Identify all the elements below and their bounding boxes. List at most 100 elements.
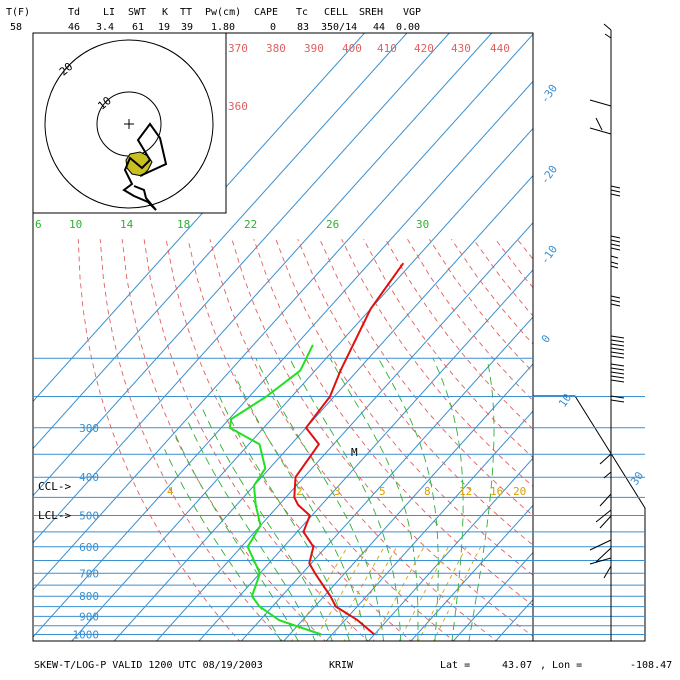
hdr-label-cell: CELL — [324, 7, 348, 18]
dry-adiabat-line — [77, 239, 241, 641]
hdr-label-pw: Pw(cm) — [205, 7, 241, 18]
theta-label: 390 — [304, 42, 324, 55]
hdr-value-cape: 0 — [270, 22, 276, 33]
hdr-value-sreh: 44 — [373, 22, 385, 33]
footer-title: SKEW-T/LOG-P VALID 1200 UTC 08/19/2003 — [34, 660, 263, 671]
wind-barbs — [589, 23, 625, 641]
mixing-ratio-label: 20 — [513, 485, 526, 498]
theta-e-label: 10 — [69, 218, 82, 231]
moist-adiabat-line — [289, 357, 402, 641]
data-traces — [228, 262, 405, 636]
hdr-value-cell: 350/14 — [321, 22, 357, 33]
theta-label: 420 — [414, 42, 434, 55]
hdr-value-tc: 83 — [297, 22, 309, 33]
mixing-ratio-line — [417, 546, 467, 641]
temperature-trace — [293, 262, 405, 636]
hodograph-shaded-area — [125, 151, 153, 177]
isotherm-line — [410, 504, 533, 641]
isotherm-line — [452, 551, 533, 641]
mixing-ratio-label: 16 — [490, 485, 503, 498]
moist-adiabat-line — [234, 374, 367, 641]
dry-adiabat-line — [297, 239, 533, 546]
dry-adiabat-line — [319, 239, 533, 517]
lcl-marker: LCL-> — [38, 509, 71, 522]
isotherm-line — [367, 457, 533, 641]
pressure-label: 700 — [79, 567, 99, 580]
pressure-label: 1000 — [73, 629, 100, 642]
dry-adiabat-line — [539, 239, 680, 643]
theta-e-label: 14 — [120, 218, 134, 231]
hdr-label-swt: SWT — [128, 7, 146, 18]
hdr-value-swt: 61 — [132, 22, 144, 33]
moist-adiabat-line — [174, 433, 299, 641]
dry-adiabat-line — [363, 238, 533, 459]
isotherm-label: 30 — [628, 469, 646, 487]
hdr-value-tt: 39 — [181, 22, 193, 33]
hodograph-inset: 10 20 — [32, 32, 227, 214]
isotherm-line — [33, 80, 533, 638]
mixing-ratio-label: 3 — [334, 485, 341, 498]
dry-adiabat-line — [209, 239, 498, 641]
hdr-label-cape: CAPE — [254, 7, 278, 18]
footer-lat-label: Lat = — [440, 660, 470, 671]
isotherm-label: -10 — [538, 243, 560, 267]
isotherm-line — [563, 20, 680, 660]
isotherm-line — [240, 316, 533, 641]
moist-adiabat-line — [164, 449, 282, 641]
isotherm-line — [155, 221, 533, 641]
isotherm-line — [325, 410, 533, 641]
hdr-label-li: LI — [103, 7, 115, 18]
theta-label: 380 — [266, 42, 286, 55]
theta-e-label: 26 — [326, 218, 339, 231]
pressure-label: 500 — [79, 510, 99, 523]
dry-adiabat-line — [385, 238, 533, 430]
hdr-value-k: 19 — [158, 22, 170, 33]
pressure-lines: 300 400 500 600 700 800 900 1000 — [33, 357, 645, 642]
theta-label: 410 — [377, 42, 397, 55]
dry-adiabat-line — [231, 239, 533, 637]
dry-adiabat-line — [516, 238, 533, 260]
pressure-label: 800 — [79, 590, 99, 603]
hdr-label-td: Td — [68, 7, 80, 18]
pressure-label: 300 — [79, 422, 99, 435]
theta-label: 370 — [228, 42, 248, 55]
pressure-label: 400 — [79, 471, 99, 484]
theta-label: 440 — [490, 42, 510, 55]
dewpoint-trace — [228, 344, 322, 636]
hodograph-trace — [122, 122, 168, 211]
dry-adiabat-line — [99, 239, 284, 641]
hodograph-origin-cross — [124, 119, 134, 129]
dry-adiabat-line — [275, 239, 533, 576]
moist-adiabat-line — [329, 357, 419, 641]
footer-lat-value: 43.07 — [502, 660, 532, 671]
isotherm-label: -30 — [538, 82, 560, 106]
theta-e-label: 6 — [35, 218, 42, 231]
theta-e-label: 30 — [416, 218, 429, 231]
theta-label: 430 — [451, 42, 471, 55]
isotherm-label: 10 — [556, 391, 574, 409]
hdr-label-tt: TT — [180, 7, 192, 18]
dry-adiabat-line — [494, 238, 533, 289]
hdr-value-li: 3.4 — [96, 22, 114, 33]
mixing-ratio-label: 4 — [167, 485, 174, 498]
hdr-label-vgp: VGP — [403, 7, 421, 18]
dry-adiabat-line — [253, 239, 533, 606]
mixing-ratio-line — [330, 546, 385, 641]
hodograph-ring-outer — [44, 39, 214, 209]
isotherm-line — [283, 363, 533, 641]
isotherm-label: 0 — [539, 332, 553, 345]
moist-adiabat-line — [215, 389, 350, 641]
isotherm-line — [113, 174, 533, 641]
hdr-label-sreh: SREH — [359, 7, 383, 18]
header-values: 58 46 3.4 61 19 39 1.80 0 83 350/14 44 0… — [10, 22, 420, 33]
isotherm-line — [33, 33, 451, 497]
hdr-label-tf: T(F) — [6, 7, 30, 18]
hdr-value-pw: 1.80 — [211, 22, 235, 33]
theta-label: 360 — [228, 100, 248, 113]
ccl-marker: CCL-> — [38, 480, 71, 493]
isotherm-line — [33, 33, 493, 544]
m-marker: M — [351, 446, 358, 459]
moist-adiabat-line — [377, 357, 439, 641]
dry-adiabat-line — [341, 238, 533, 488]
